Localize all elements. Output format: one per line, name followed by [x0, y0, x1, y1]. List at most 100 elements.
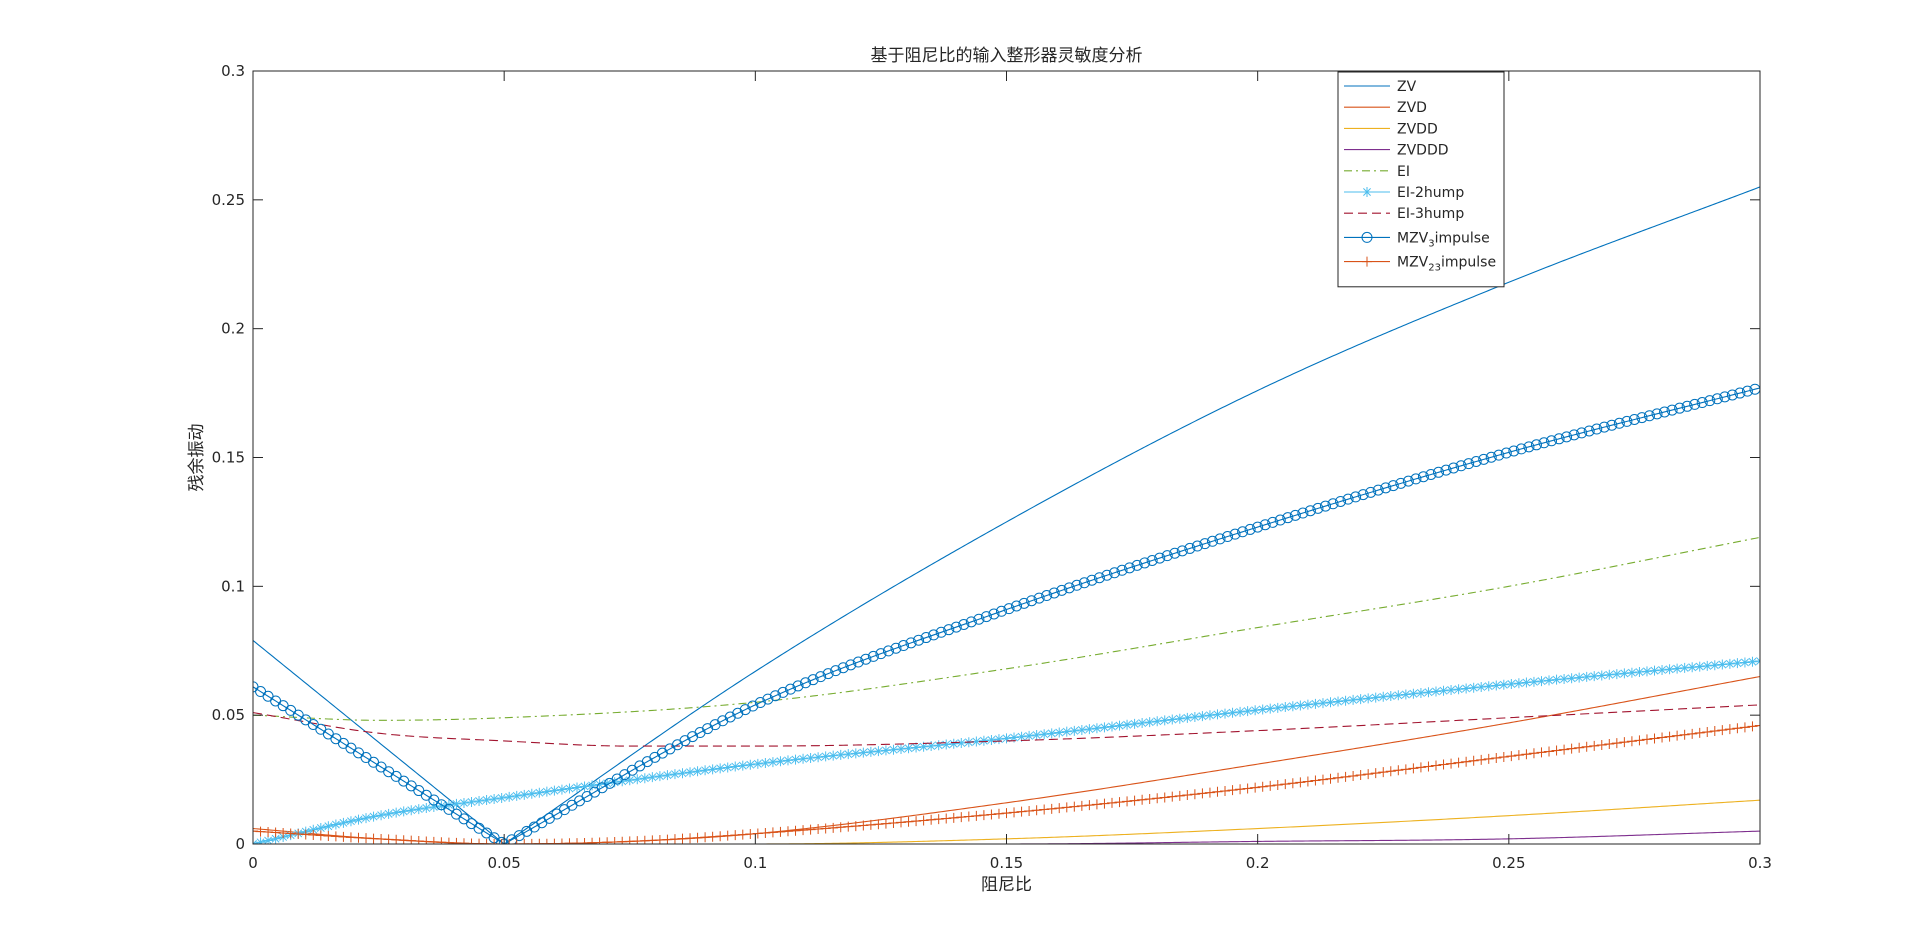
- data-point-MZV23impulse-125: [1189, 789, 1200, 800]
- data-point-MZV3impulse-119: [1139, 557, 1151, 569]
- data-point-MZV3impulse-118: [1131, 559, 1143, 571]
- data-point-EI-2hump-187: [1657, 664, 1668, 675]
- data-point-EI-2hump-86: [896, 743, 907, 754]
- data-point-MZV3impulse-101: [1003, 603, 1015, 615]
- data-point-EI-2hump-69: [767, 757, 778, 768]
- data-point-EI-2hump-190: [1679, 662, 1690, 673]
- data-point-EI-2hump-131: [1235, 706, 1246, 717]
- data-point-MZV3impulse-106: [1041, 590, 1053, 602]
- data-point-MZV23impulse-120: [1152, 793, 1163, 804]
- y-tick-label-1: 0.05: [212, 706, 245, 724]
- data-point-MZV23impulse-134: [1257, 781, 1268, 792]
- data-point-MZV23impulse-71: [782, 826, 793, 837]
- data-point-MZV23impulse-139: [1295, 777, 1306, 788]
- data-point-MZV3impulse-91: [928, 629, 940, 641]
- data-point-MZV3impulse-185: [1636, 412, 1648, 424]
- data-point-MZV23impulse-60: [700, 832, 711, 843]
- data-point-MZV23impulse-193: [1702, 726, 1713, 737]
- data-point-EI-2hump-128: [1212, 709, 1223, 720]
- data-point-MZV23impulse-174: [1559, 744, 1570, 755]
- data-point-MZV3impulse-145: [1335, 495, 1347, 507]
- data-point-EI-2hump-188: [1664, 664, 1675, 675]
- data-point-EI-2hump-96: [971, 736, 982, 747]
- data-point-EI-2hump-153: [1400, 689, 1411, 700]
- data-point-EI-2hump-177: [1581, 671, 1592, 682]
- data-point-MZV3impulse-96: [965, 616, 977, 628]
- data-point-MZV23impulse-178: [1589, 740, 1600, 751]
- data-point-MZV3impulse-173: [1546, 435, 1558, 447]
- data-point-MZV23impulse-172: [1544, 746, 1555, 757]
- legend-marker-MZV3impulse: [1361, 231, 1373, 243]
- data-point-EI-2hump-49: [617, 776, 628, 787]
- data-point-MZV23impulse-183: [1626, 736, 1637, 747]
- data-point-EI-2hump-191: [1687, 662, 1698, 673]
- data-point-MZV3impulse-198: [1734, 387, 1746, 399]
- data-point-EI-2hump-186: [1649, 665, 1660, 676]
- data-point-EI-2hump-51: [632, 774, 643, 785]
- data-point-MZV23impulse-199: [1747, 721, 1758, 732]
- data-point-MZV23impulse-94: [956, 812, 967, 823]
- data-point-EI-2hump-56: [669, 769, 680, 780]
- data-point-MZV3impulse-184: [1628, 413, 1640, 425]
- data-point-EI-2hump-18: [383, 808, 394, 819]
- data-point-MZV23impulse-150: [1378, 767, 1389, 778]
- data-point-MZV3impulse-114: [1101, 569, 1113, 581]
- data-point-MZV3impulse-192: [1689, 398, 1701, 410]
- data-point-MZV3impulse-112: [1086, 574, 1098, 586]
- data-point-MZV3impulse-197: [1726, 389, 1738, 401]
- data-point-MZV23impulse-92: [941, 813, 952, 824]
- data-point-MZV3impulse-174: [1553, 433, 1565, 445]
- data-point-EI-2hump-123: [1174, 713, 1185, 724]
- data-point-EI-2hump-1: [255, 837, 266, 844]
- data-point-MZV23impulse-121: [1159, 792, 1170, 803]
- data-point-MZV23impulse-182: [1619, 737, 1630, 748]
- data-point-MZV3impulse-115: [1109, 567, 1121, 579]
- data-point-MZV3impulse-160: [1448, 462, 1460, 474]
- legend: ZV ZVD ZVDD ZVDDD EI EI-2hump EI-3hump MZV3impu…: [1337, 71, 1505, 288]
- data-point-EI-2hump-70: [775, 756, 786, 767]
- data-point-EI-2hump-167: [1506, 679, 1517, 690]
- data-point-MZV3impulse-155: [1410, 473, 1422, 485]
- data-point-EI-2hump-54: [654, 771, 665, 782]
- data-point-MZV23impulse-118: [1137, 794, 1148, 805]
- data-point-MZV23impulse-185: [1641, 734, 1652, 745]
- data-point-MZV23impulse-97: [978, 810, 989, 821]
- data-point-MZV3impulse-151: [1380, 482, 1392, 494]
- data-point-MZV3impulse-98: [980, 611, 992, 623]
- data-point-MZV23impulse-90: [926, 814, 937, 825]
- data-point-EI-2hump-171: [1536, 676, 1547, 687]
- data-point-MZV3impulse-181: [1606, 419, 1618, 431]
- data-point-MZV23impulse-142: [1317, 774, 1328, 785]
- data-point-MZV23impulse-128: [1212, 786, 1223, 797]
- data-point-EI-2hump-68: [760, 757, 771, 768]
- legend-label-MZV3impulse: MZV3impulse: [1397, 230, 1490, 249]
- data-point-MZV23impulse-158: [1438, 759, 1449, 770]
- legend-label-EI-3hump: EI-3hump: [1397, 206, 1464, 222]
- data-point-EI-2hump-156: [1423, 687, 1434, 698]
- data-point-MZV3impulse-165: [1485, 451, 1497, 463]
- data-point-EI-2hump-57: [677, 768, 688, 779]
- data-point-MZV23impulse-66: [745, 829, 756, 840]
- data-point-MZV23impulse-100: [1001, 808, 1012, 819]
- data-point-EI-2hump-42: [564, 783, 575, 794]
- x-tick-label-0: 0: [248, 854, 258, 872]
- data-point-MZV23impulse-70: [775, 826, 786, 837]
- data-point-MZV23impulse-83: [873, 819, 884, 830]
- x-axis-title: 阻尼比: [981, 875, 1032, 895]
- data-point-MZV3impulse-142: [1312, 502, 1324, 514]
- data-point-MZV3impulse-105: [1033, 592, 1045, 604]
- data-point-MZV3impulse-143: [1319, 500, 1331, 512]
- data-point-MZV3impulse-79: [837, 662, 849, 674]
- data-point-EI-2hump-13: [345, 816, 356, 827]
- data-point-EI-2hump-110: [1076, 724, 1087, 735]
- series-MZV23impulse: [253, 720, 1760, 844]
- data-point-EI-2hump-142: [1317, 698, 1328, 709]
- data-point-MZV3impulse-69: [762, 693, 774, 705]
- data-point-MZV3impulse-132: [1237, 526, 1249, 538]
- data-point-MZV3impulse-193: [1696, 397, 1708, 409]
- data-point-EI-2hump-144: [1333, 696, 1344, 707]
- data-point-EI-2hump-195: [1717, 659, 1728, 670]
- data-point-EI-2hump-174: [1559, 673, 1570, 684]
- legend-label-ZVDD: ZVDD: [1397, 121, 1438, 137]
- data-point-EI-2hump-135: [1265, 703, 1276, 714]
